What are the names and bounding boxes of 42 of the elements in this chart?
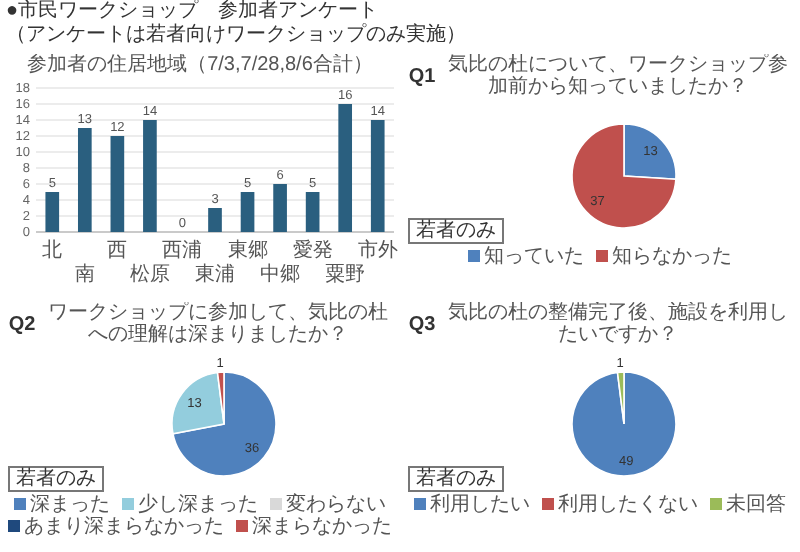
text: Q2 <box>6 313 38 335</box>
bar <box>77 128 92 232</box>
text: Q3 <box>406 313 438 335</box>
x-tick-label: 粟野 <box>325 264 366 286</box>
bar <box>240 192 255 232</box>
pie-slice <box>571 123 677 229</box>
bar <box>143 120 157 232</box>
bar <box>305 192 320 232</box>
x-tick-label: 中郷 <box>260 262 301 286</box>
text: （アンケートは若者向けワークショップのみ実施） <box>6 24 468 48</box>
x-tick-label: 松原 <box>129 262 170 286</box>
x-tick-label: 市外 <box>357 238 398 262</box>
text: 若者のみ <box>408 466 504 492</box>
x-tick-label: 東郷 <box>227 238 268 262</box>
legend-label: 変わらない <box>286 494 386 516</box>
legend-label: 知らなかった <box>612 246 732 268</box>
x-tick-label: 愛発 <box>292 238 333 262</box>
legend-label: 深まらなかった <box>252 516 392 538</box>
legend-label: 未回答 <box>726 494 786 516</box>
bar <box>208 208 222 232</box>
bar <box>45 192 60 232</box>
text: 若者のみ <box>8 466 104 492</box>
legend-label: 利用したくない <box>558 494 698 516</box>
bar <box>273 184 287 232</box>
pie-slice <box>172 371 277 477</box>
legend-label: 深まった <box>30 494 110 516</box>
bar <box>370 120 385 232</box>
chart-title: 参加者の住居地域（7/3,7/28,8/6合計） <box>25 54 375 76</box>
legend-label: 少し深まった <box>138 494 258 516</box>
text: 若者のみ <box>408 218 504 244</box>
text: Q1 <box>406 65 438 87</box>
x-tick-label: 西 <box>107 240 128 262</box>
bar <box>110 136 125 232</box>
x-tick-label: 北 <box>42 238 63 262</box>
x-tick-label: 東浦 <box>195 262 235 286</box>
legend-label: 知っていた <box>484 246 584 268</box>
x-tick-label: 西浦 <box>162 238 203 262</box>
bar <box>338 104 353 232</box>
legend-label: あまり深まらなかった <box>24 516 224 538</box>
pie-slice <box>571 371 677 477</box>
legend-label: 利用したい <box>430 494 530 516</box>
x-tick-label: 南 <box>74 262 95 286</box>
